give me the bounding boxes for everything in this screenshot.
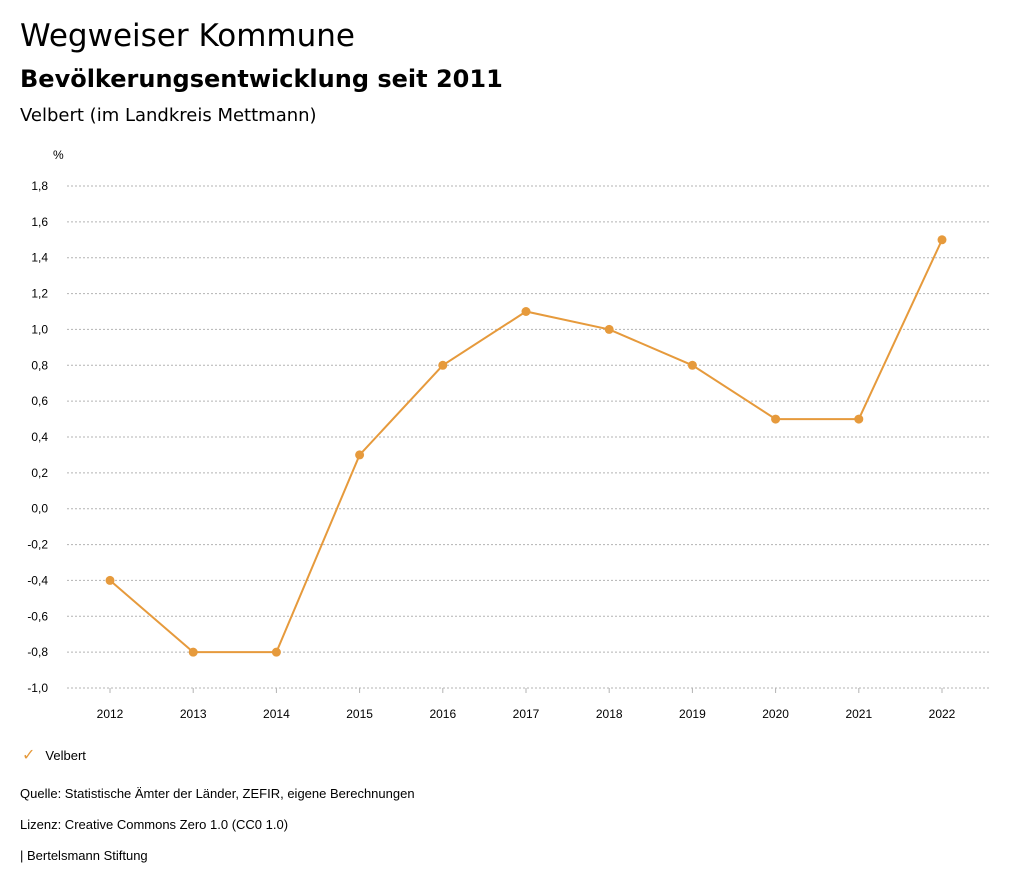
data-point [687,360,697,370]
data-point [271,647,281,657]
y-axis-ticks: -1,0 -0,8 -0,6 -0,4 -0,2 0,0 0,2 0,4 0,6 0,8 1,0 1,… [27,179,48,695]
region-label: Velbert (im Landkreis Mettmann) [20,105,317,126]
y-tick-label: 0,0 [31,502,48,516]
source-note: Quelle: Statistische Ämter der Länder, Z… [20,786,415,801]
x-axis-ticks: 2012 2013 2014 2015 2016 2017 2018 2019 2020 2021… [97,688,956,721]
y-tick-label: 0,2 [31,466,48,480]
data-point [771,414,781,424]
data-point [604,324,614,334]
data-point [355,450,365,460]
data-point [188,647,198,657]
y-tick-label: 0,6 [31,394,48,408]
data-point [521,307,531,316]
y-tick-label: 1,0 [31,322,48,336]
x-tick-label: 2014 [263,707,290,721]
y-tick-label: 1,4 [31,251,48,265]
y-axis-unit-label: % [53,148,64,162]
x-tick-label: 2017 [513,707,540,721]
x-tick-label: 2022 [929,707,956,721]
series-line-velbert [109,239,943,654]
y-tick-label: 0,4 [31,430,48,444]
y-tick-label: -0,4 [27,573,48,587]
y-tick-label: 0,8 [31,358,48,372]
line-chart: % -1,0 -0,8 -0,6 -0,4 -0,2 0,0 0,2 0,4 0,6 0,8 1,0… [27,148,990,721]
x-tick-label: 2018 [596,707,623,721]
legend-label-velbert: Velbert [45,747,86,763]
data-point [105,575,115,585]
x-tick-label: 2020 [762,707,789,721]
page-title: Wegweiser Kommune [20,18,355,54]
y-tick-label: -0,8 [27,645,48,659]
x-tick-label: 2015 [346,707,373,721]
y-tick-label: 1,6 [31,215,48,229]
y-tick-label: 1,2 [31,287,48,301]
data-point [937,235,947,245]
data-point [854,414,864,424]
x-tick-label: 2019 [679,707,706,721]
y-tick-label: -0,6 [27,609,48,623]
publisher-note: | Bertelsmann Stiftung [20,848,148,863]
grid-layer [67,185,990,689]
y-tick-label: -1,0 [27,681,48,695]
chart-subtitle: Bevölkerungsentwicklung seit 2011 [20,65,503,93]
x-tick-label: 2012 [97,707,124,721]
series-layer [105,235,947,657]
legend[interactable]: ✓ Velbert [22,745,86,765]
y-tick-label: -0,2 [27,538,48,552]
x-tick-label: 2016 [429,707,456,721]
x-tick-label: 2013 [180,707,207,721]
license-note: Lizenz: Creative Commons Zero 1.0 (CC0 1… [20,817,289,832]
data-point [438,360,448,370]
checkmark-icon: ✓ [22,747,36,764]
x-tick-label: 2021 [845,707,872,721]
y-tick-label: 1,8 [31,179,48,193]
